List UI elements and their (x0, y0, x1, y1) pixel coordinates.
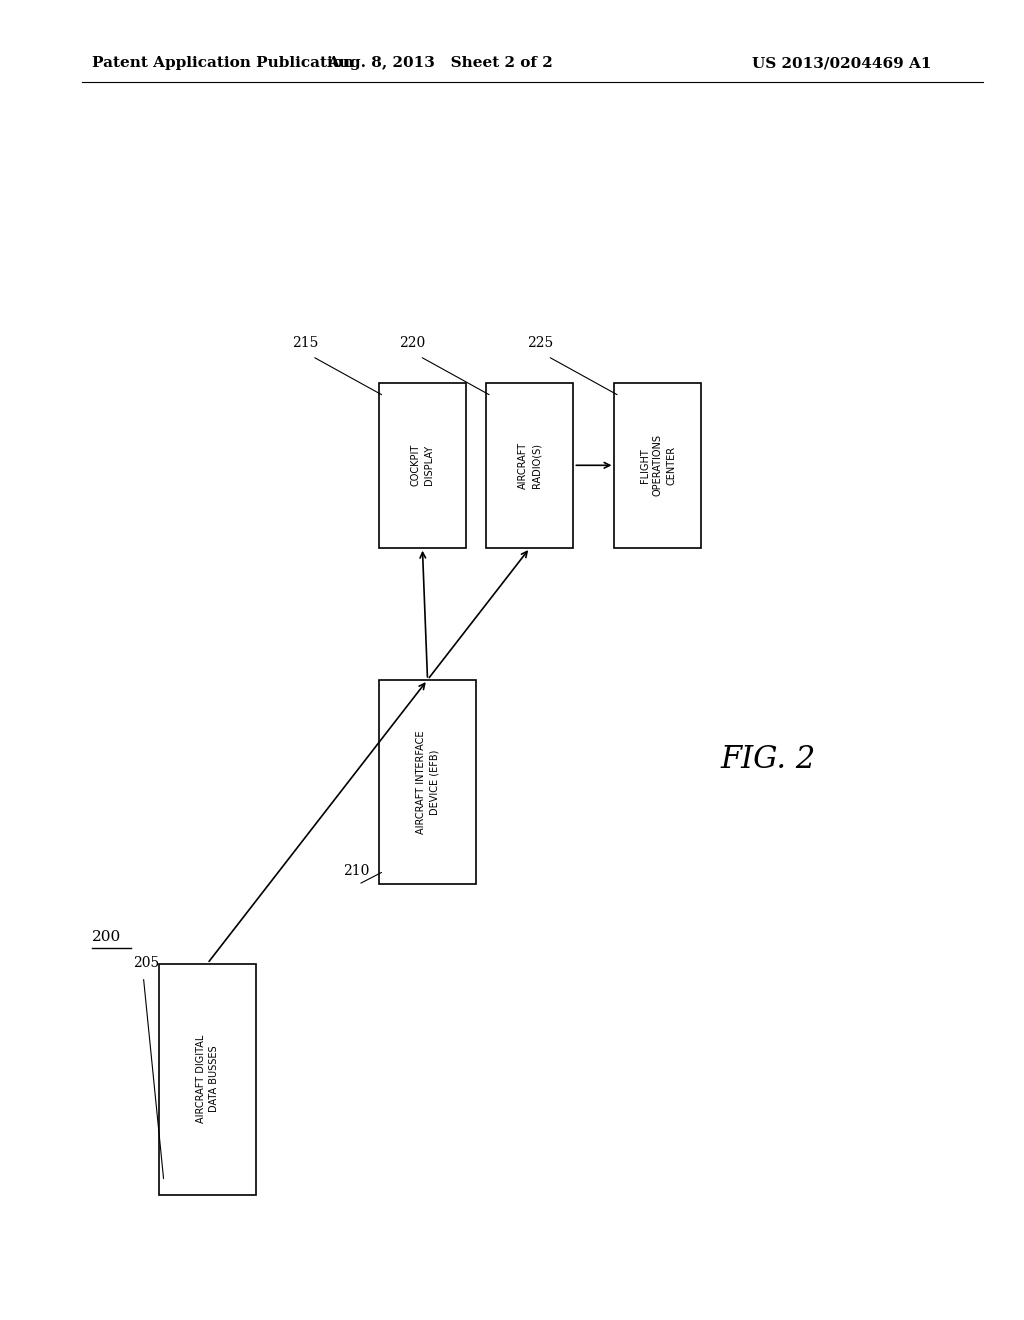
Bar (614, 383, 701, 548)
Text: 225: 225 (527, 335, 554, 350)
Text: US 2013/0204469 A1: US 2013/0204469 A1 (753, 57, 932, 70)
Text: 205: 205 (133, 956, 160, 970)
Text: FLIGHT
OPERATIONS
CENTER: FLIGHT OPERATIONS CENTER (640, 434, 676, 496)
Text: Patent Application Publication: Patent Application Publication (92, 57, 354, 70)
Text: 210: 210 (343, 863, 370, 878)
Bar (159, 964, 256, 1195)
Text: 220: 220 (399, 335, 426, 350)
Text: FIG. 2: FIG. 2 (720, 743, 816, 775)
Bar (379, 383, 466, 548)
Text: AIRCRAFT
RADIO(S): AIRCRAFT RADIO(S) (518, 442, 542, 488)
Bar (486, 383, 573, 548)
Text: 200: 200 (92, 929, 122, 944)
Text: Aug. 8, 2013   Sheet 2 of 2: Aug. 8, 2013 Sheet 2 of 2 (328, 57, 553, 70)
Text: 215: 215 (292, 335, 318, 350)
Text: AIRCRAFT INTERFACE
DEVICE (EFB): AIRCRAFT INTERFACE DEVICE (EFB) (416, 730, 439, 834)
Text: COCKPIT
DISPLAY: COCKPIT DISPLAY (411, 444, 434, 487)
Bar (379, 680, 476, 884)
Text: AIRCRAFT DIGITAL
DATA BUSSES: AIRCRAFT DIGITAL DATA BUSSES (196, 1035, 219, 1123)
